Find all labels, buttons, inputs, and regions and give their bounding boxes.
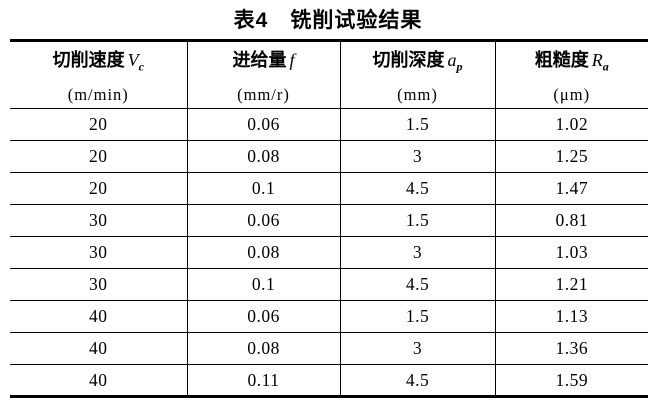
table-cell: 0.08 [186, 332, 341, 365]
column-unit: (μm) [553, 84, 591, 104]
table-cell: 20 [10, 172, 188, 205]
table-cell: 1.13 [494, 300, 648, 333]
column-header-feed-rate: 进给量 f (mm/r) [186, 40, 341, 109]
table-cell: 0.08 [186, 236, 341, 269]
column-unit: (mm/r) [237, 84, 290, 104]
table-cell: 30 [10, 204, 188, 237]
table-row: 30 0.1 4.5 1.21 [10, 268, 648, 301]
table-cell: 40 [10, 300, 188, 333]
column-subscript: c [138, 59, 144, 74]
table-row: 30 0.08 3 1.03 [10, 236, 648, 269]
table-cell: 1.25 [494, 140, 648, 173]
table-cell: 0.06 [186, 108, 341, 141]
table-cell: 0.11 [186, 364, 341, 397]
table-cell: 1.21 [494, 268, 648, 301]
column-symbol: R [591, 50, 603, 71]
table-row: 20 0.08 3 1.25 [10, 140, 648, 173]
column-name: 切削速度 Vc [52, 50, 144, 74]
table-cell: 4.5 [339, 364, 496, 397]
table-cell: 1.02 [494, 108, 648, 141]
header-row: 切削速度 Vc (m/min) 进给量 f (mm/r) 切削深度 ap (mm) 粗… [10, 40, 648, 109]
column-header-cutting-speed: 切削速度 Vc (m/min) [10, 40, 188, 109]
table-cell: 40 [10, 332, 188, 365]
column-symbol: f [289, 50, 295, 71]
column-unit: (mm) [397, 84, 438, 104]
table-cell: 0.06 [186, 300, 341, 333]
table-cell: 3 [339, 236, 496, 269]
table-cell: 0.06 [186, 204, 341, 237]
table-header: 切削速度 Vc (m/min) 进给量 f (mm/r) 切削深度 ap (mm) 粗… [10, 40, 648, 109]
table-cell: 0.81 [494, 204, 648, 237]
table-cell: 4.5 [339, 172, 496, 205]
column-header-roughness: 粗糙度 Ra (μm) [494, 40, 648, 109]
table-cell: 20 [10, 108, 188, 141]
table-cell: 0.1 [186, 172, 341, 205]
table-cell: 0.1 [186, 268, 341, 301]
table-row: 40 0.06 1.5 1.13 [10, 300, 648, 333]
table-cell: 30 [10, 236, 188, 269]
table-cell: 1.5 [339, 108, 496, 141]
table-row: 40 0.11 4.5 1.59 [10, 364, 648, 397]
table-cell: 1.47 [494, 172, 648, 205]
column-symbol: V [127, 50, 139, 71]
column-name: 进给量 f [232, 50, 295, 71]
table-row: 30 0.06 1.5 0.81 [10, 204, 648, 237]
table-cell: 40 [10, 364, 188, 397]
table-row: 20 0.1 4.5 1.47 [10, 172, 648, 205]
table-cell: 0.08 [186, 140, 341, 173]
column-subscript: a [602, 59, 609, 74]
column-unit: (m/min) [67, 84, 129, 104]
table-cell: 4.5 [339, 268, 496, 301]
table-row: 20 0.06 1.5 1.02 [10, 108, 648, 141]
results-table-body: 20 0.06 1.5 1.02 20 0.08 3 1.25 20 0.1 4.5 1.47 30 0.… [10, 108, 648, 397]
results-table: 切削速度 Vc (m/min) 进给量 f (mm/r) 切削深度 ap (mm) 粗… [10, 39, 648, 398]
column-subscript: p [456, 59, 463, 74]
column-header-cutting-depth: 切削深度 ap (mm) [339, 40, 496, 109]
table-cell: 1.5 [339, 300, 496, 333]
table-cell: 1.03 [494, 236, 648, 269]
column-name: 切削深度 ap [372, 50, 463, 74]
table-cell: 1.5 [339, 204, 496, 237]
column-name: 粗糙度 Ra [534, 50, 609, 74]
table-cell: 3 [339, 332, 496, 365]
table-cell: 1.36 [494, 332, 648, 365]
table-cell: 20 [10, 140, 188, 173]
table-cell: 3 [339, 140, 496, 173]
column-symbol: a [447, 50, 457, 71]
table-row: 40 0.08 3 1.36 [10, 332, 648, 365]
table-title: 表4 铣削试验结果 [233, 9, 423, 32]
table-cell: 1.59 [494, 364, 648, 397]
table-cell: 30 [10, 268, 188, 301]
